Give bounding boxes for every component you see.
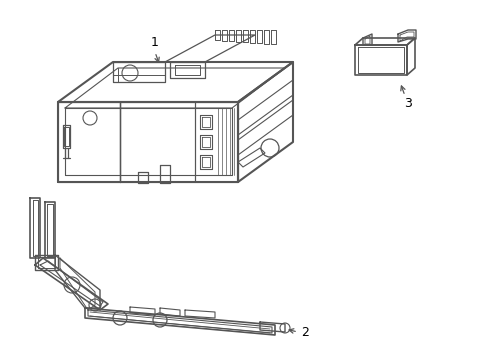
Text: 2: 2 bbox=[301, 325, 309, 338]
Text: 1: 1 bbox=[151, 36, 159, 49]
Text: 3: 3 bbox=[404, 96, 412, 109]
